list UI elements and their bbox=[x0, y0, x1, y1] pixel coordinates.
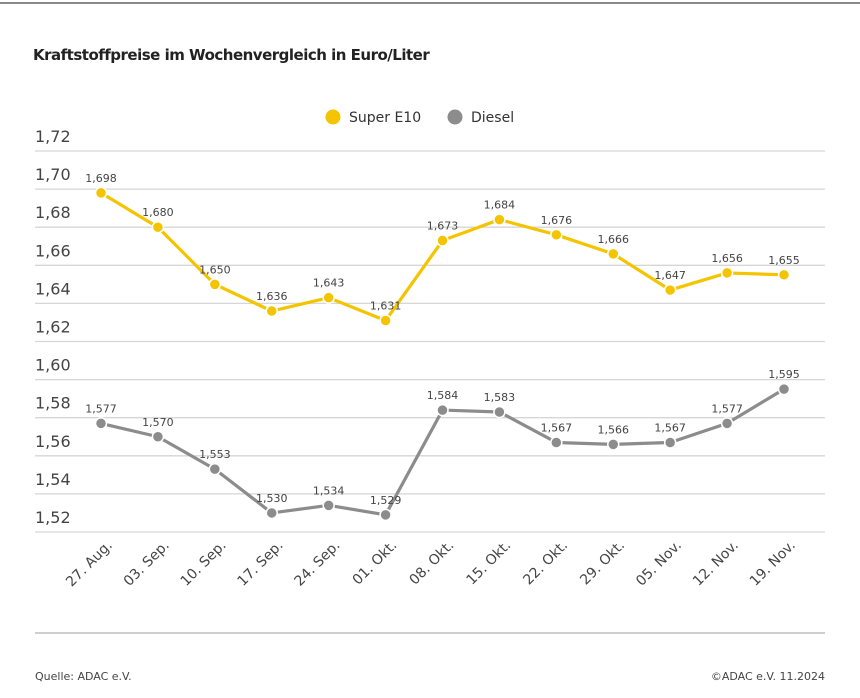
data-label: 1,583 bbox=[484, 391, 516, 404]
data-point bbox=[208, 462, 222, 476]
data-label: 1,676 bbox=[541, 214, 573, 227]
data-label: 1,567 bbox=[541, 421, 573, 434]
x-tick-label: 24. Sep. bbox=[291, 538, 343, 590]
data-point bbox=[607, 247, 620, 261]
y-tick-label: 1,70 bbox=[35, 165, 71, 184]
x-tick-label: 10. Sep. bbox=[178, 538, 230, 590]
data-point bbox=[493, 405, 506, 419]
data-point bbox=[322, 499, 335, 512]
data-point bbox=[436, 234, 449, 247]
x-tick-label: 05. Nov. bbox=[633, 538, 685, 590]
data-label: 1,698 bbox=[85, 172, 117, 185]
data-point bbox=[151, 220, 165, 234]
data-label: 1,530 bbox=[256, 492, 288, 505]
data-point bbox=[379, 314, 392, 327]
data-label: 1,529 bbox=[370, 494, 402, 507]
y-tick-label: 1,68 bbox=[35, 203, 71, 222]
data-label: 1,655 bbox=[768, 254, 800, 267]
data-label: 1,577 bbox=[85, 402, 117, 415]
y-tick-label: 1,60 bbox=[35, 356, 71, 375]
data-point bbox=[379, 508, 392, 522]
data-label: 1,567 bbox=[654, 421, 686, 434]
copyright-note: ©ADAC e.V. 11.2024 bbox=[710, 670, 825, 683]
data-point bbox=[436, 403, 449, 417]
data-point bbox=[94, 186, 108, 200]
data-label: 1,643 bbox=[313, 277, 345, 290]
x-tick-label: 22. Okt. bbox=[520, 538, 571, 589]
data-point bbox=[720, 266, 734, 280]
data-point bbox=[94, 417, 108, 430]
data-label: 1,577 bbox=[711, 402, 743, 415]
data-point bbox=[777, 382, 791, 396]
top-divider bbox=[0, 2, 860, 4]
x-tick-label: 15. Okt. bbox=[463, 538, 514, 589]
y-tick-label: 1,62 bbox=[35, 318, 71, 337]
data-label: 1,631 bbox=[370, 300, 402, 313]
x-tick-label: 12. Nov. bbox=[690, 538, 742, 590]
data-label: 1,566 bbox=[598, 423, 630, 436]
source-note: Quelle: ADAC e.V. bbox=[35, 670, 132, 683]
data-point bbox=[208, 278, 222, 291]
data-label: 1,570 bbox=[142, 416, 174, 429]
x-tick-label: 19. Nov. bbox=[747, 538, 799, 590]
data-point bbox=[663, 436, 677, 449]
y-tick-label: 1,58 bbox=[35, 394, 71, 413]
x-tick-label: 27. Aug. bbox=[63, 538, 116, 591]
y-tick-label: 1,56 bbox=[35, 432, 71, 451]
data-label: 1,656 bbox=[711, 252, 743, 265]
data-point bbox=[151, 430, 165, 443]
legend-label: Super E10 bbox=[349, 110, 421, 126]
data-point bbox=[322, 291, 335, 304]
data-point bbox=[265, 304, 278, 318]
x-tick-label: 17. Sep. bbox=[235, 538, 287, 590]
legend-marker-super-e10 bbox=[325, 109, 341, 125]
data-label: 1,584 bbox=[427, 389, 459, 402]
data-label: 1,666 bbox=[598, 233, 630, 246]
y-tick-label: 1,52 bbox=[35, 508, 71, 527]
data-point bbox=[550, 436, 563, 449]
data-label: 1,684 bbox=[484, 199, 516, 212]
chart-title: Kraftstoffpreise im Wochenvergleich in E… bbox=[33, 46, 430, 64]
x-tick-label: 01. Okt. bbox=[350, 538, 401, 589]
data-label: 1,647 bbox=[654, 269, 686, 282]
data-point bbox=[493, 213, 506, 226]
data-point bbox=[607, 438, 620, 451]
data-label: 1,636 bbox=[256, 290, 288, 303]
data-point bbox=[663, 283, 677, 297]
bottom-divider bbox=[35, 632, 825, 634]
data-point bbox=[720, 417, 734, 430]
legend-marker-diesel bbox=[447, 109, 463, 125]
x-tick-label: 29. Okt. bbox=[577, 538, 628, 589]
y-tick-label: 1,64 bbox=[35, 279, 71, 298]
data-point bbox=[550, 228, 563, 242]
x-tick-label: 03. Sep. bbox=[121, 538, 173, 590]
data-label: 1,650 bbox=[199, 263, 231, 276]
y-tick-label: 1,66 bbox=[35, 241, 71, 260]
data-point bbox=[777, 268, 791, 282]
data-label: 1,595 bbox=[768, 368, 800, 381]
legend-label: Diesel bbox=[471, 110, 514, 126]
data-point bbox=[265, 506, 278, 520]
y-tick-label: 1,54 bbox=[35, 470, 71, 489]
x-tick-label: 08. Okt. bbox=[407, 538, 458, 589]
series-line bbox=[100, 191, 785, 323]
y-tick-label: 1,72 bbox=[35, 127, 71, 146]
data-label: 1,680 bbox=[142, 206, 174, 219]
data-label: 1,673 bbox=[427, 220, 459, 233]
data-label: 1,534 bbox=[313, 484, 345, 497]
data-label: 1,553 bbox=[199, 448, 231, 461]
